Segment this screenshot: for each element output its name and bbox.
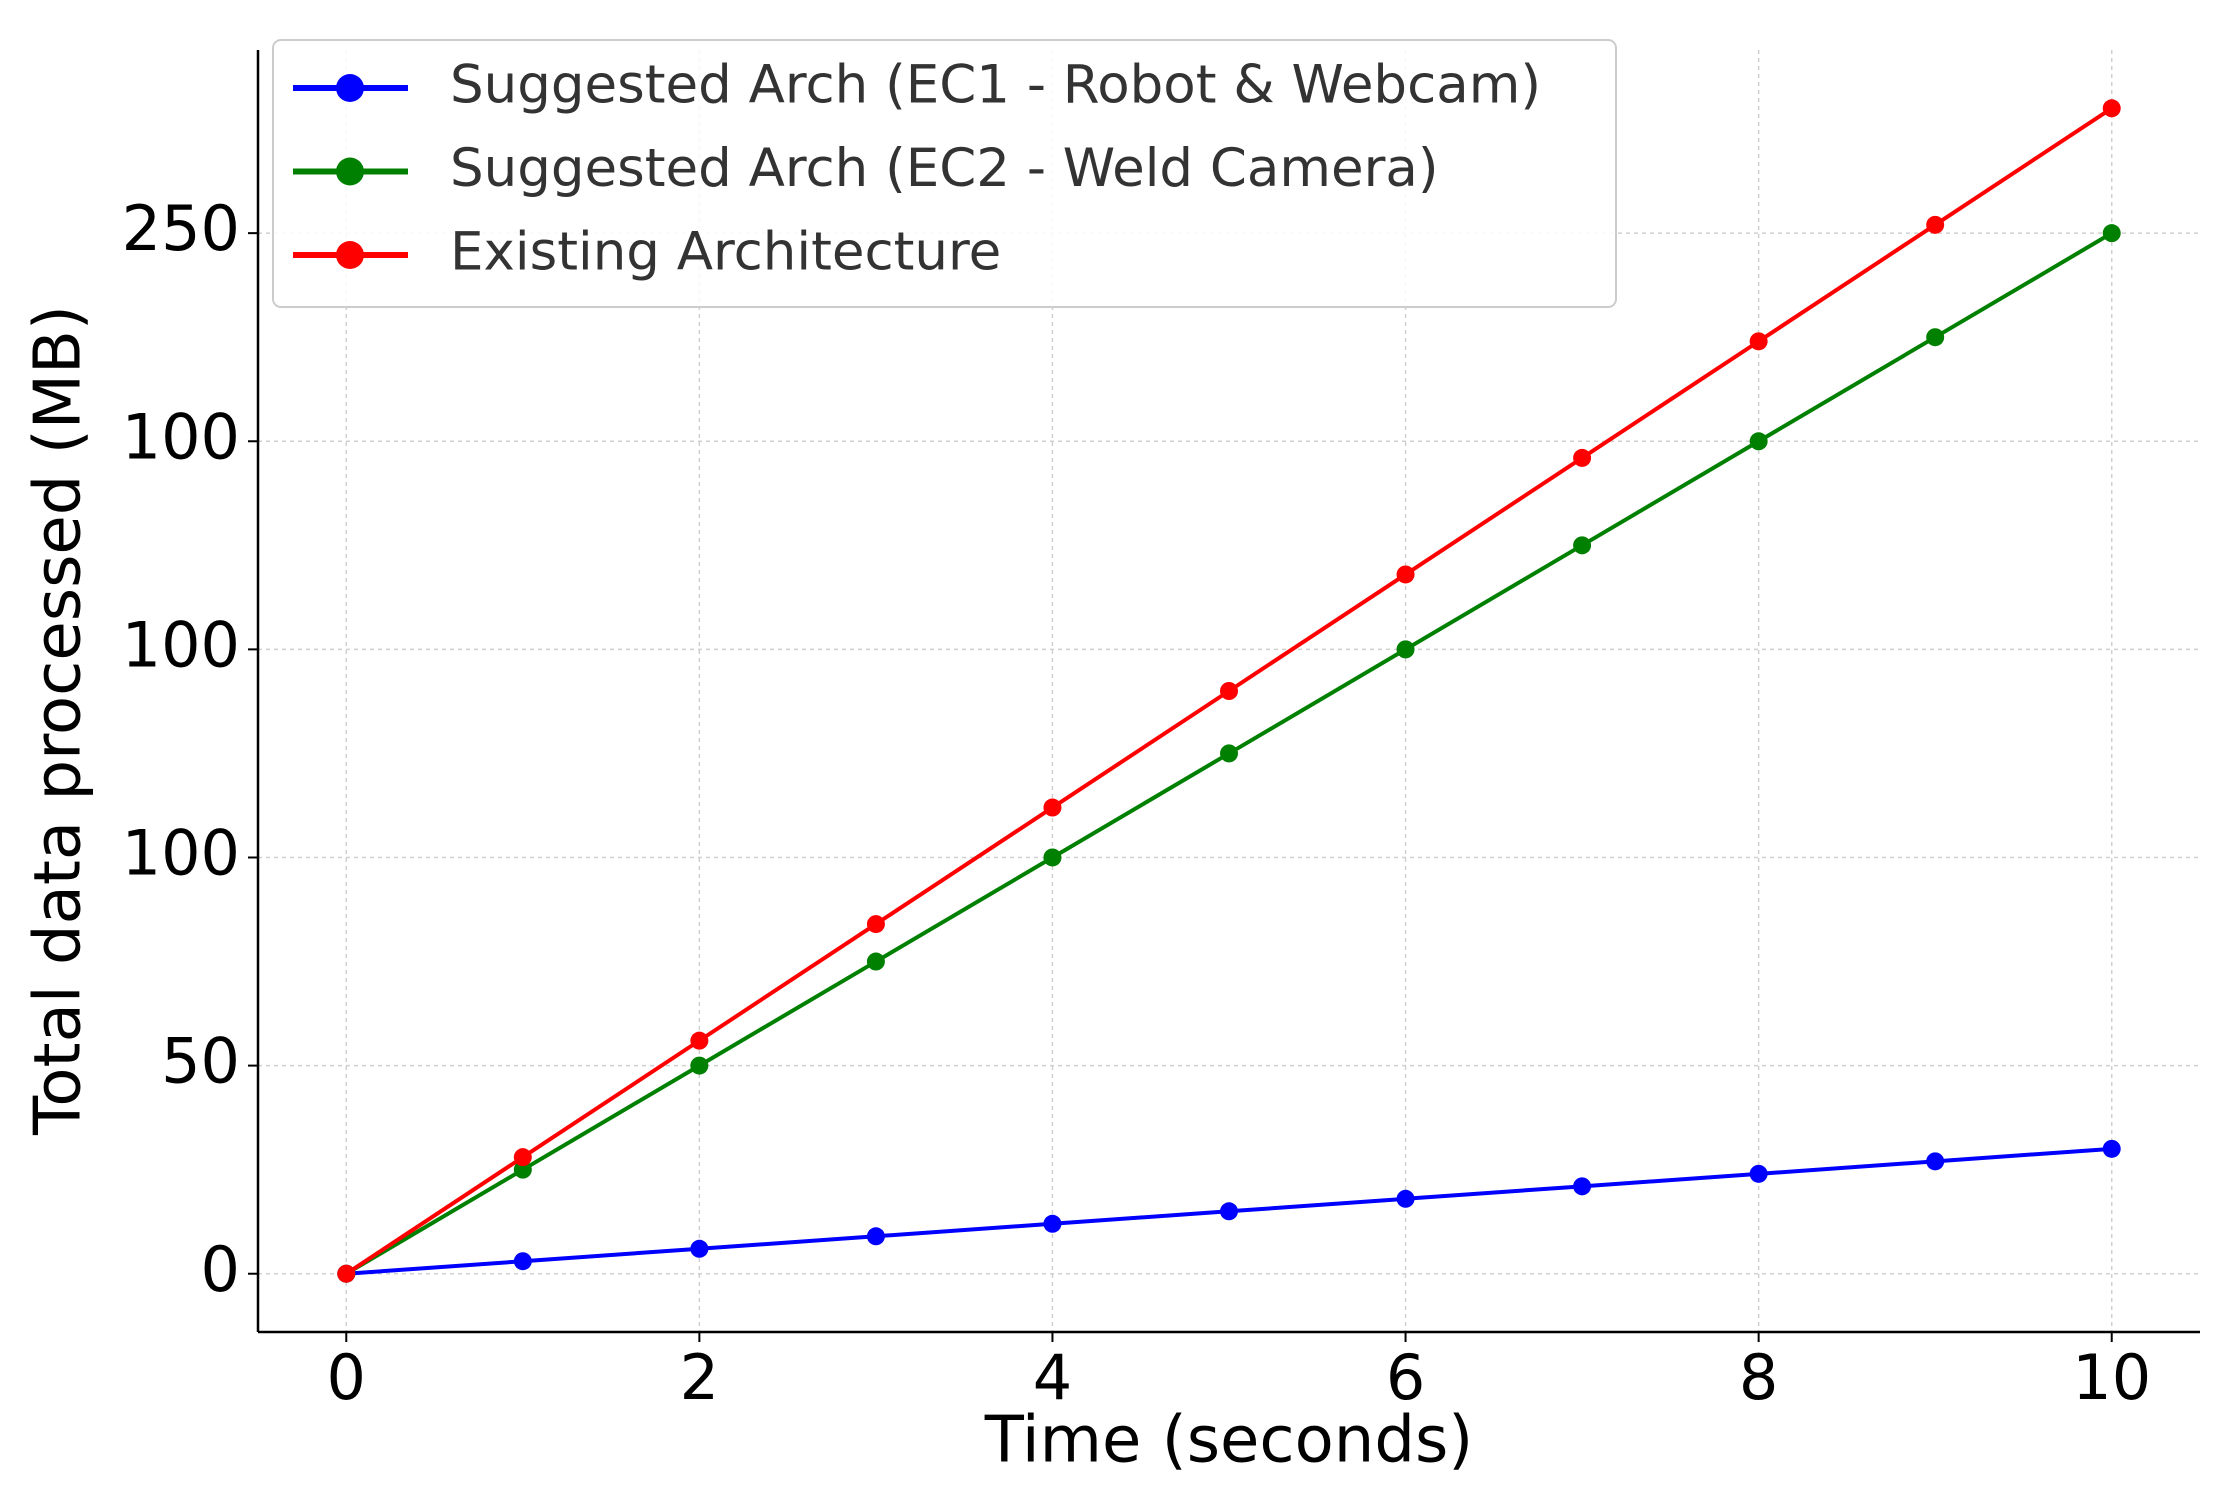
data-point (1749, 332, 1768, 351)
y-tick-label: 100 (122, 400, 240, 473)
data-point (1396, 565, 1415, 584)
legend-box (272, 39, 1617, 308)
data-point (866, 915, 885, 934)
data-point (1396, 640, 1415, 659)
data-point (1926, 215, 1945, 234)
data-point (866, 952, 885, 971)
data-point (1396, 1189, 1415, 1208)
data-point (1220, 682, 1238, 700)
legend-marker (336, 157, 364, 186)
y-axis-label: Total data processed (MB) (22, 305, 96, 1136)
data-point (1926, 1152, 1945, 1171)
data-point (1220, 1202, 1238, 1221)
data-point (513, 1160, 532, 1179)
legend-marker (336, 241, 364, 269)
x-tick-label: 6 (1386, 1341, 1425, 1414)
x-tick-label: 2 (680, 1341, 719, 1414)
data-point (2102, 99, 2121, 118)
x-tick-label: 10 (2072, 1341, 2151, 1414)
data-point (690, 1056, 709, 1075)
legend-label: Existing Architecture (450, 222, 1001, 283)
data-point (513, 1252, 532, 1271)
y-tick-label: 250 (122, 192, 240, 265)
y-tick-label: 50 (161, 1025, 240, 1098)
data-point (337, 1264, 356, 1283)
y-tick-label: 100 (122, 817, 240, 890)
legend-label: Suggested Arch (EC2 - Weld Camera) (450, 138, 1439, 199)
data-point (2102, 1139, 2121, 1158)
data-point (1043, 798, 1062, 817)
data-point (1573, 448, 1592, 467)
data-point (690, 1031, 709, 1050)
data-point (2102, 224, 2121, 243)
x-tick-label: 8 (1739, 1341, 1778, 1414)
data-point (1043, 848, 1062, 867)
x-tick-label: 0 (327, 1341, 366, 1414)
data-point (690, 1239, 709, 1258)
data-point (1749, 1164, 1768, 1183)
data-point (1926, 328, 1945, 347)
data-point (1043, 1214, 1062, 1233)
data-point (1573, 1177, 1592, 1196)
legend-marker (336, 74, 364, 102)
data-point (1749, 432, 1768, 451)
legend-label: Suggested Arch (EC1 - Robot & Webcam) (450, 55, 1541, 116)
y-tick-label: 100 (122, 608, 240, 681)
data-point (1220, 744, 1238, 763)
data-point (866, 1227, 885, 1246)
y-tick-label: 0 (201, 1233, 240, 1306)
x-axis-label: Time (seconds) (984, 1404, 1474, 1478)
x-tick-label: 4 (1033, 1341, 1072, 1414)
legend: Suggested Arch (EC1 - Robot & Webcam) Sug… (272, 39, 1617, 308)
data-point (1573, 536, 1592, 555)
data-point (513, 1148, 532, 1167)
